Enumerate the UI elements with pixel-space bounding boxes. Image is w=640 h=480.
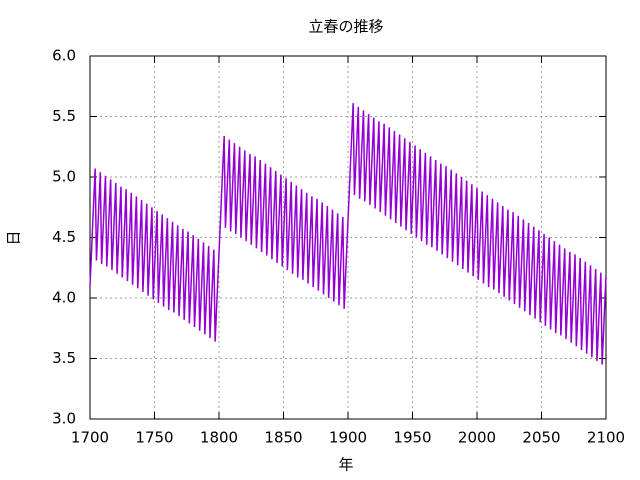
y-tick-label: 4.5	[52, 228, 76, 246]
plot-frame	[89, 55, 607, 420]
x-tick-label: 1750	[135, 429, 173, 447]
x-tick-label: 1850	[264, 429, 302, 447]
x-tick-label: 2000	[458, 429, 496, 447]
y-axis-label: 日	[5, 230, 23, 245]
x-axis-label: 年	[338, 456, 353, 474]
y-tick-label: 3.0	[52, 410, 76, 428]
y-tick-label: 6.0	[52, 47, 76, 65]
x-tick-label: 1950	[393, 429, 431, 447]
x-tick-label: 1700	[71, 429, 109, 447]
x-tick-label: 2050	[522, 429, 560, 447]
y-tick-label: 5.0	[52, 168, 76, 186]
chart-title: 立春の推移	[308, 18, 383, 36]
x-tick-label: 1900	[329, 429, 367, 447]
x-tick-label: 1800	[200, 429, 238, 447]
y-tick-label: 4.0	[52, 289, 76, 307]
y-tick-label: 3.5	[52, 349, 76, 367]
data-line	[89, 103, 607, 365]
y-tick-label: 5.5	[52, 107, 76, 125]
x-tick-label: 2100	[587, 429, 625, 447]
